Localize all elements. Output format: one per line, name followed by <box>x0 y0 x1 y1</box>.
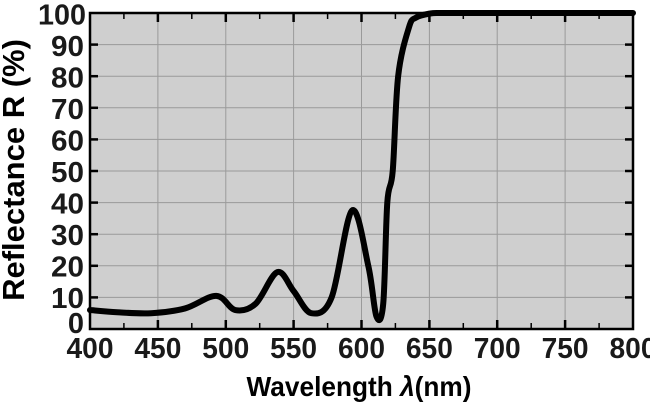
svg-text:Wavelength λ(nm): Wavelength λ(nm) <box>247 371 472 402</box>
svg-text:500: 500 <box>202 333 249 365</box>
svg-text:600: 600 <box>338 333 385 365</box>
svg-text:60: 60 <box>51 126 84 158</box>
svg-text:450: 450 <box>134 333 181 365</box>
svg-text:400: 400 <box>67 333 114 365</box>
svg-text:40: 40 <box>51 189 84 221</box>
svg-text:550: 550 <box>270 333 317 365</box>
svg-text:700: 700 <box>474 333 521 365</box>
svg-text:70: 70 <box>51 94 84 126</box>
svg-text:20: 20 <box>51 252 84 284</box>
svg-text:80: 80 <box>51 63 84 95</box>
svg-text:30: 30 <box>51 220 84 252</box>
svg-text:800: 800 <box>610 333 650 365</box>
svg-text:50: 50 <box>51 157 84 189</box>
svg-text:Reflectance R (%): Reflectance R (%) <box>0 39 31 301</box>
svg-text:750: 750 <box>542 333 589 365</box>
svg-text:650: 650 <box>406 333 453 365</box>
svg-text:100: 100 <box>38 0 86 32</box>
svg-text:90: 90 <box>51 31 84 63</box>
